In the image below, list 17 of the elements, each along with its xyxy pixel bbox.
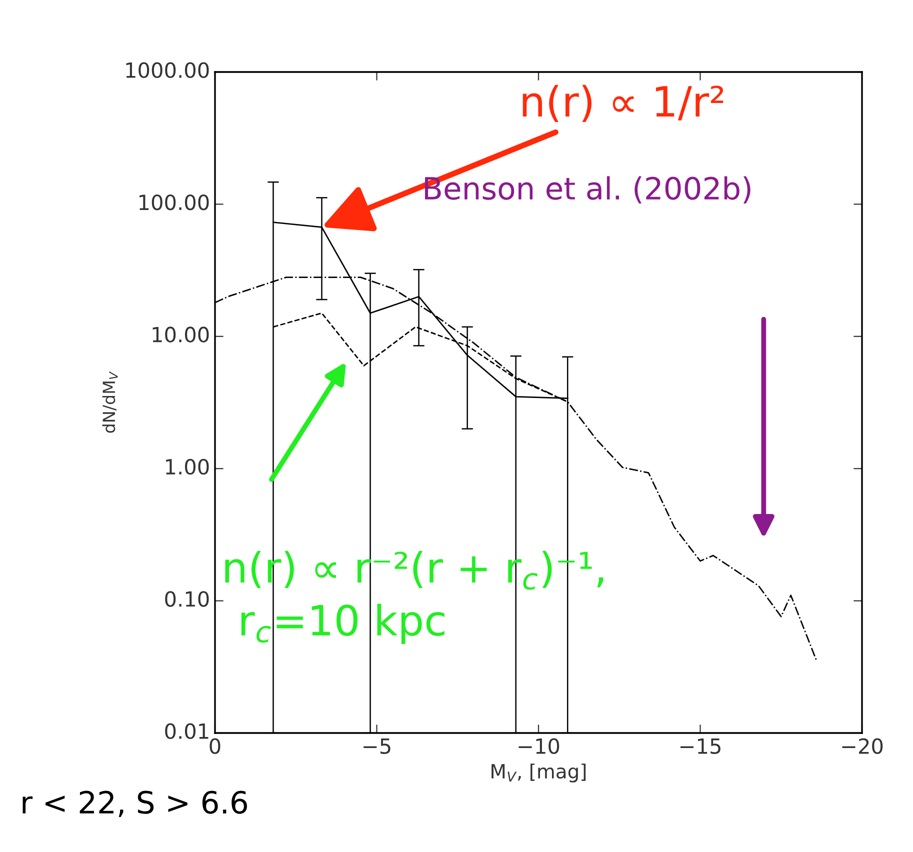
x-tick-label: −10 [518, 738, 560, 754]
text: r < 22, S > 6.6 [22, 790, 247, 817]
y-tick-label: 1.00 [166, 458, 209, 475]
x-tick-label: −20 [842, 738, 883, 754]
annotation: n(r) ∝ 1/r² [522, 84, 724, 122]
y-tick-label: 0.10 [165, 591, 209, 607]
y-axis-title: dN/dM$_{V}$ [102, 371, 118, 433]
y-tick-label: 10.00 [152, 326, 209, 342]
x-axis-title: M$_{V}$, [mag] [492, 764, 586, 782]
annotation: r$_{c}$=10 kpc [241, 604, 444, 644]
annotation: Benson et al. (2002b) [425, 176, 750, 204]
y-tick-label: 0.01 [165, 723, 208, 740]
x-tick-label: 0 [210, 738, 220, 754]
y-tick-label: 1000.00 [126, 62, 209, 78]
x-tick-label: −15 [680, 738, 720, 754]
y-tick-label: 100.00 [140, 194, 209, 210]
x-tick-label: −5 [364, 738, 390, 754]
